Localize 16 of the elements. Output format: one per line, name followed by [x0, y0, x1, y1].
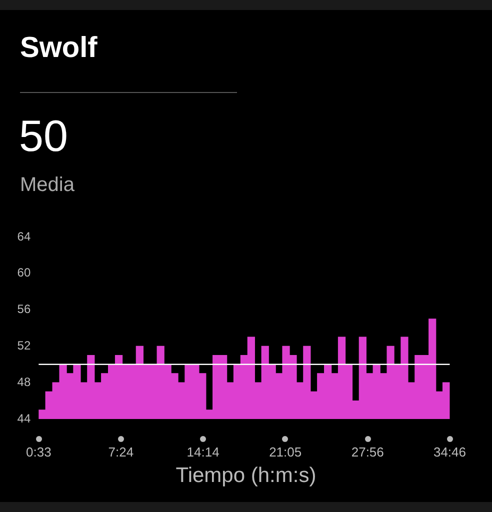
x-tick-label: 0:33 — [26, 444, 52, 460]
x-tick-label: 27:56 — [351, 444, 384, 460]
x-tick-label: 21:05 — [269, 444, 302, 460]
y-tick-label: 64 — [17, 229, 31, 244]
x-tick-label: 7:24 — [108, 444, 134, 460]
y-tick-label: 52 — [17, 338, 31, 353]
chart-subtitle: 50 — [19, 112, 68, 162]
y-tick-label: 60 — [17, 266, 31, 280]
chart-title: Swolf — [20, 32, 98, 65]
x-axis-title: Tiempo (h:m:s) — [174, 464, 318, 488]
x-tick-label: 34:46 — [433, 444, 466, 460]
x-tick-label: 14:14 — [186, 444, 220, 460]
y-tick-label: 48 — [17, 374, 31, 389]
text: Media — [20, 174, 74, 197]
y-tick-label: 44 — [17, 411, 31, 426]
y-tick-label: 56 — [17, 302, 31, 316]
